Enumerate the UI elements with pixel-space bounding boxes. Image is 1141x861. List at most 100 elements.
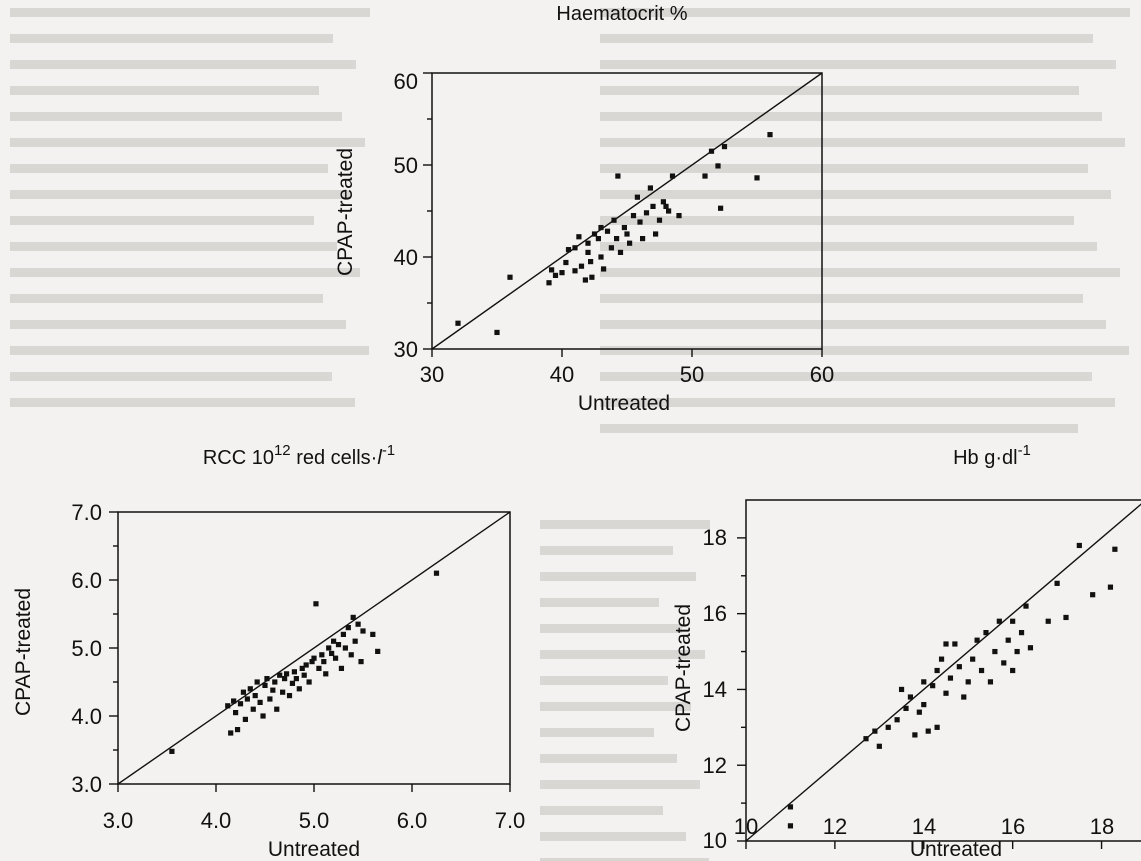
rcc-data-point — [228, 730, 234, 736]
rcc-data-point — [280, 689, 286, 695]
background-text-line — [10, 398, 355, 407]
haematocrit-data-point — [617, 249, 624, 255]
background-text-line — [540, 546, 673, 555]
background-text-line — [10, 60, 356, 69]
haematocrit-data-point — [660, 199, 666, 205]
rcc-data-point — [250, 706, 256, 712]
haematocrit-data-point — [656, 217, 663, 223]
hb-data-point — [921, 679, 927, 685]
haematocrit-data-point — [572, 245, 578, 251]
rcc-data-point — [277, 672, 283, 678]
background-text-line — [10, 164, 328, 173]
haematocrit-data-point — [637, 219, 643, 225]
haematocrit-data-point — [582, 277, 588, 283]
haematocrit-data-point — [552, 272, 559, 278]
background-text-line — [600, 164, 1088, 173]
rcc-data-point — [254, 679, 260, 685]
haematocrit-ytick-40: 40 — [394, 245, 418, 270]
hb-data-point — [1045, 618, 1051, 624]
haematocrit-data-point — [604, 228, 611, 234]
hb-ticks — [737, 537, 1103, 849]
rcc-xtick-3: 3.0 — [103, 808, 134, 833]
rcc-data-point — [244, 696, 250, 702]
background-text-line — [10, 346, 369, 355]
background-text-line — [10, 294, 323, 303]
rcc-data-point — [262, 682, 268, 688]
rcc-points — [169, 570, 440, 754]
hb-title: Hb g·dl-1 — [953, 442, 1031, 469]
haematocrit-xtick-30: 30 — [420, 362, 444, 387]
background-text-line — [600, 190, 1111, 199]
rcc-data-point — [282, 676, 288, 682]
haematocrit-ytick-50: 50 — [394, 153, 418, 178]
rcc-data-point — [247, 686, 253, 692]
background-text-line — [600, 216, 1074, 225]
haematocrit-data-point — [721, 144, 728, 150]
rcc-data-point — [350, 614, 356, 620]
hb-data-point — [970, 656, 976, 662]
background-text-line — [10, 190, 351, 199]
hb-data-point — [1023, 603, 1029, 609]
haematocrit-title: Haematocrit % — [556, 3, 687, 25]
haematocrit-data-point — [621, 224, 627, 231]
hb-data-point — [978, 667, 985, 674]
background-text-line — [540, 780, 700, 789]
rcc-data-point — [296, 686, 302, 692]
haematocrit-data-point — [559, 270, 565, 276]
hb-data-point — [992, 648, 998, 655]
haematocrit-ytick-30: 30 — [394, 337, 418, 362]
rcc-xtick-7: 7.0 — [495, 808, 526, 833]
haematocrit-data-point — [507, 274, 513, 280]
rcc-data-point — [252, 693, 258, 699]
hb-data-point — [938, 656, 945, 662]
rcc-chart: RCC 1012 red cells·l-1 3.0 4.0 5.0 6.0 7… — [12, 442, 525, 861]
hb-data-point — [912, 732, 918, 738]
hb-data-point — [934, 724, 940, 730]
haematocrit-data-point — [601, 266, 607, 272]
hb-xtick-12: 12 — [823, 814, 847, 839]
background-text-line — [540, 858, 709, 861]
background-text-line — [600, 34, 1093, 43]
haematocrit-data-point — [455, 320, 461, 326]
background-text-line — [10, 216, 314, 225]
haematocrit-data-point — [565, 247, 572, 253]
background-text-line — [10, 372, 332, 381]
rcc-data-point — [240, 689, 247, 695]
rcc-data-point — [316, 665, 322, 671]
haematocrit-xtick-40: 40 — [550, 362, 574, 387]
haematocrit-points — [455, 132, 773, 336]
rcc-data-point — [283, 671, 290, 677]
background-text-line — [600, 424, 1078, 433]
rcc-data-point — [319, 652, 325, 658]
haematocrit-xtick-50: 50 — [680, 362, 704, 387]
haematocrit-data-point — [611, 217, 617, 223]
rcc-data-point — [348, 652, 354, 658]
hb-chart: Hb g·dl-1 10 12 14 16 18 10 12 14 16 18 … — [672, 442, 1141, 861]
rcc-ticks — [109, 511, 511, 792]
hb-points — [787, 542, 1118, 829]
haematocrit-data-point — [576, 234, 582, 240]
rcc-data-point — [301, 672, 307, 678]
haematocrit-data-point — [627, 240, 633, 246]
background-text-line — [540, 754, 677, 763]
background-text-line — [540, 702, 691, 711]
rcc-data-point — [321, 659, 327, 665]
rcc-data-point — [267, 696, 273, 702]
background-text-line — [600, 242, 1097, 251]
rcc-ytick-7: 7.0 — [71, 500, 102, 525]
hb-ylabel: CPAP-treated — [672, 604, 695, 732]
haematocrit-data-point — [588, 259, 594, 265]
rcc-data-point — [331, 638, 337, 644]
rcc-data-point — [329, 650, 335, 657]
haematocrit-data-point — [595, 236, 601, 242]
rcc-data-point — [274, 706, 280, 712]
rcc-data-point — [289, 680, 296, 686]
hb-xtick-18: 18 — [1090, 814, 1114, 839]
background-text-line — [600, 112, 1102, 121]
rcc-data-point — [234, 727, 241, 733]
background-text-line — [600, 372, 1092, 381]
haematocrit-data-point — [624, 231, 630, 237]
hb-data-point — [996, 618, 1002, 624]
